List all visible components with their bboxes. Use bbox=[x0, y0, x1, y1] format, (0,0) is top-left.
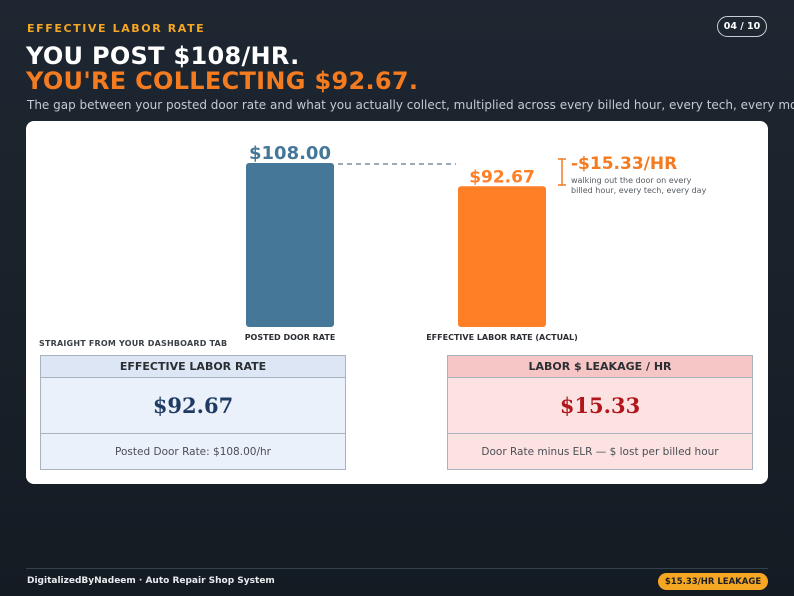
content-card: $108.00 POSTED DOOR RATE $92.67 EFFECTIVE L… bbox=[26, 121, 768, 484]
bar-category-label: POSTED DOOR RATE bbox=[245, 333, 336, 342]
bar-category-label: EFFECTIVE LABOR RATE (ACTUAL) bbox=[426, 333, 578, 342]
footer-brand: DigitalizedByNadeem · Auto Repair Shop S… bbox=[27, 576, 275, 586]
elr-kpi-card: EFFECTIVE LABOR RATE $92.67 Posted Door … bbox=[40, 355, 346, 470]
leakage-kpi-value: $15.33 bbox=[448, 378, 752, 434]
headline-collected-rate: YOU'RE COLLECTING $92.67. bbox=[26, 67, 419, 95]
dashboard-source-label: STRAIGHT FROM YOUR DASHBOARD TAB bbox=[39, 339, 228, 348]
footer-leakage-badge: $15.33/HR LEAKAGE bbox=[658, 573, 768, 590]
subtitle: The gap between your posted door rate an… bbox=[27, 98, 794, 112]
headline-posted-rate: YOU POST $108/HR. bbox=[26, 42, 300, 70]
bar-posted-door-rate bbox=[246, 163, 334, 327]
elr-kpi-value: $92.67 bbox=[41, 378, 345, 434]
bar-effective-labor-rate bbox=[458, 186, 546, 327]
bar-value-label: $92.67 bbox=[469, 167, 535, 187]
rate-comparison-chart: $108.00 POSTED DOOR RATE $92.67 EFFECTIVE L… bbox=[245, 143, 707, 342]
gap-annotation-note-2: billed hour, every tech, every day bbox=[571, 186, 707, 195]
leakage-kpi-card: LABOR $ LEAKAGE / HR $15.33 Door Rate mi… bbox=[447, 355, 753, 470]
elr-kpi-title: EFFECTIVE LABOR RATE bbox=[41, 356, 345, 378]
gap-annotation-note-1: walking out the door on every bbox=[571, 176, 692, 185]
elr-kpi-note: Posted Door Rate: $108.00/hr bbox=[115, 445, 271, 458]
footer-divider bbox=[26, 568, 768, 569]
page-counter: 04 / 10 bbox=[717, 16, 767, 37]
eyebrow-label: EFFECTIVE LABOR RATE bbox=[27, 22, 206, 35]
leakage-kpi-note: Door Rate minus ELR — $ lost per billed … bbox=[481, 445, 719, 458]
gap-annotation-value: -$15.33/HR bbox=[571, 154, 677, 174]
bar-value-label: $108.00 bbox=[249, 143, 331, 164]
leakage-kpi-title: LABOR $ LEAKAGE / HR bbox=[448, 356, 752, 378]
